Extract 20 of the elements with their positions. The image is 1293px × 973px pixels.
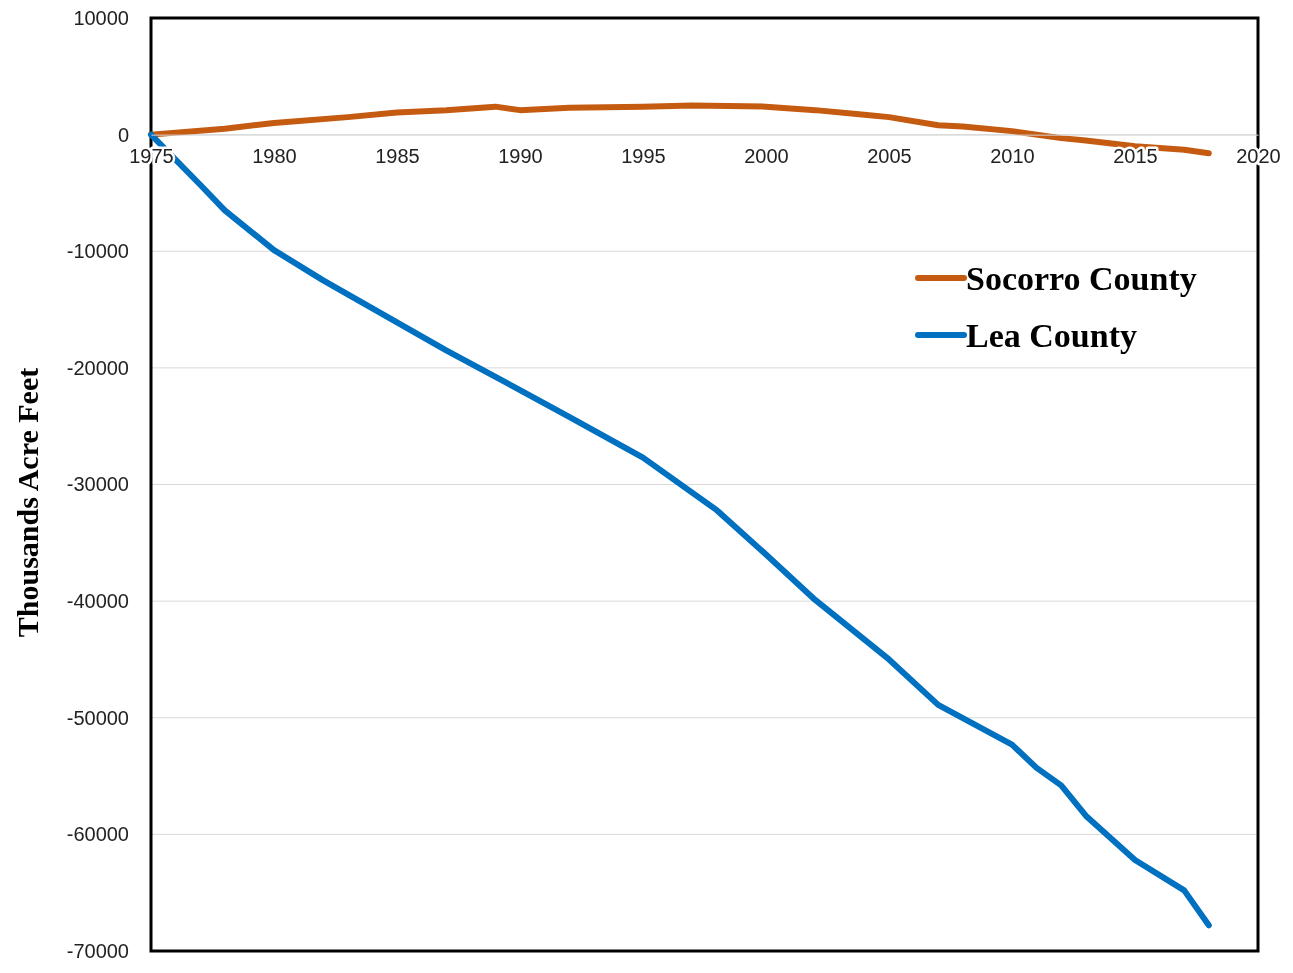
y-tick-label: 10000 [73,6,129,29]
legend-label: Socorro County [966,259,1197,297]
x-tick-label: 2005 [867,144,912,167]
x-tick-label: 2015 [1113,144,1158,167]
legend-label: Lea County [966,316,1137,354]
y-tick-label: -60000 [66,823,129,846]
y-tick-label: -50000 [66,706,129,729]
x-tick-label: 1980 [252,144,297,167]
x-tick-label: 2010 [990,144,1035,167]
x-tick-label: 1985 [375,144,420,167]
x-tick-label: 1990 [498,144,543,167]
y-tick-label: -20000 [66,356,129,379]
y-axis-title: Thousands Acre Feet [11,367,44,638]
x-tick-label: 2000 [744,144,789,167]
y-tick-label: -30000 [66,473,129,496]
y-tick-label: 0 [117,123,129,146]
y-tick-label: -40000 [66,590,129,613]
x-tick-label: 1995 [621,144,666,167]
y-tick-label: -70000 [66,939,129,962]
y-tick-label: -10000 [66,240,129,263]
